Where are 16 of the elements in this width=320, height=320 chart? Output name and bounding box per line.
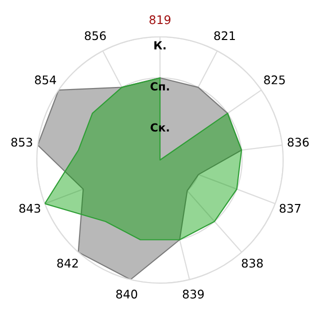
- spoke-label: 825: [264, 75, 285, 84]
- spoke-label: 837: [280, 204, 300, 213]
- spoke-label: 839: [182, 290, 204, 299]
- spoke-label: 854: [34, 75, 56, 84]
- spoke-label: 856: [84, 31, 106, 40]
- spoke-label: 819: [150, 15, 170, 24]
- spoke-label: 838: [242, 258, 263, 268]
- y-tick-label: Сп.: [150, 82, 169, 91]
- spoke-label: 853: [11, 138, 32, 147]
- spoke-label: 842: [57, 258, 78, 268]
- spoke-label: 840: [116, 290, 138, 299]
- spoke-label: 843: [19, 204, 40, 213]
- spoke-label: 836: [288, 138, 309, 147]
- y-tick-label: К.: [154, 41, 166, 50]
- y-tick-label: Ск.: [150, 123, 169, 132]
- spoke-label: 821: [214, 31, 235, 40]
